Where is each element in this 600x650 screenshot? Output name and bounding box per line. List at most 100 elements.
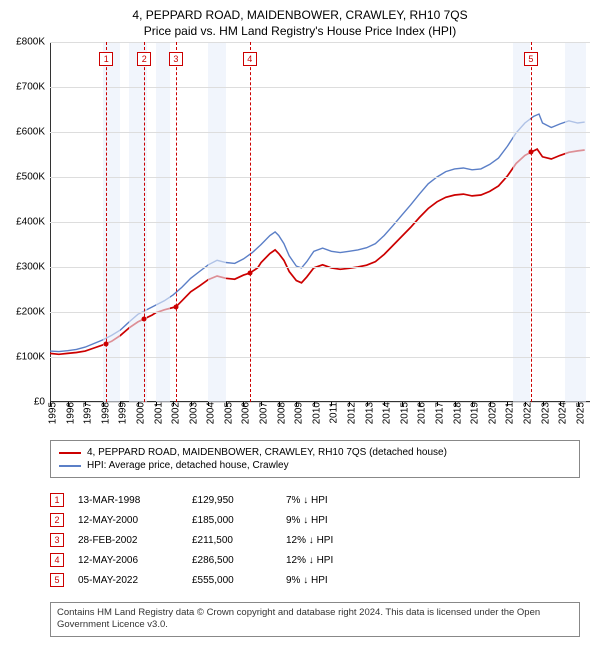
sale-marker-number: 3 (169, 52, 183, 66)
x-axis-label: 2022 (516, 402, 533, 424)
y-axis-label: £200K (16, 307, 50, 318)
y-axis-label: £300K (16, 262, 50, 273)
sale-vs-hpi: 9% ↓ HPI (286, 515, 376, 526)
gridline (50, 87, 590, 88)
legend-swatch-hpi (59, 465, 81, 467)
sale-vs-hpi: 9% ↓ HPI (286, 575, 376, 586)
gridline (50, 177, 590, 178)
x-axis-label: 2024 (552, 402, 569, 424)
chart-legend: 4, PEPPARD ROAD, MAIDENBOWER, CRAWLEY, R… (50, 440, 580, 478)
legend-label-hpi: HPI: Average price, detached house, Craw… (87, 460, 289, 471)
chart-subtitle: Price paid vs. HM Land Registry's House … (10, 24, 590, 38)
gridline (50, 132, 590, 133)
sale-vs-hpi: 7% ↓ HPI (286, 495, 376, 506)
y-axis-label: £100K (16, 352, 50, 363)
sale-date: 12-MAY-2000 (78, 515, 178, 526)
sale-number: 2 (50, 513, 64, 527)
sale-point (104, 341, 109, 346)
x-axis-label: 2007 (253, 402, 270, 424)
x-axis-label: 2009 (288, 402, 305, 424)
sale-marker-line (176, 42, 177, 402)
x-axis-label: 2025 (569, 402, 586, 424)
sale-vs-hpi: 12% ↓ HPI (286, 535, 376, 546)
x-axis-label: 2008 (270, 402, 287, 424)
x-axis-label: 2016 (411, 402, 428, 424)
x-axis-label: 1995 (42, 402, 59, 424)
sale-date: 13-MAR-1998 (78, 495, 178, 506)
gridline (50, 222, 590, 223)
x-axis-label: 2011 (323, 402, 340, 424)
x-axis-label: 1996 (59, 402, 76, 424)
x-axis-label: 2021 (499, 402, 516, 424)
gridline (50, 357, 590, 358)
x-axis-label: 2018 (446, 402, 463, 424)
x-axis-label: 2015 (393, 402, 410, 424)
sale-number: 3 (50, 533, 64, 547)
sale-marker-line (144, 42, 145, 402)
sale-marker-line (531, 42, 532, 402)
sales-table-row: 3 28-FEB-2002 £211,500 12% ↓ HPI (50, 530, 580, 550)
x-axis-label: 2005 (217, 402, 234, 424)
sales-table-row: 1 13-MAR-1998 £129,950 7% ↓ HPI (50, 490, 580, 510)
sale-number: 1 (50, 493, 64, 507)
sales-table-row: 4 12-MAY-2006 £286,500 12% ↓ HPI (50, 550, 580, 570)
sale-date: 28-FEB-2002 (78, 535, 178, 546)
x-axis-label: 1999 (112, 402, 129, 424)
x-axis-label: 2001 (147, 402, 164, 424)
gridline (50, 312, 590, 313)
chart-title: 4, PEPPARD ROAD, MAIDENBOWER, CRAWLEY, R… (10, 8, 590, 22)
sale-vs-hpi: 12% ↓ HPI (286, 555, 376, 566)
sale-marker-number: 5 (524, 52, 538, 66)
x-axis-label: 2010 (305, 402, 322, 424)
x-axis-label: 1997 (77, 402, 94, 424)
legend-swatch-property (59, 452, 81, 454)
x-axis-label: 2013 (358, 402, 375, 424)
sale-date: 05-MAY-2022 (78, 575, 178, 586)
sale-marker-number: 2 (137, 52, 151, 66)
sale-number: 5 (50, 573, 64, 587)
legend-item-property: 4, PEPPARD ROAD, MAIDENBOWER, CRAWLEY, R… (59, 446, 571, 459)
sale-marker-number: 1 (99, 52, 113, 66)
sale-point (247, 271, 252, 276)
legend-label-property: 4, PEPPARD ROAD, MAIDENBOWER, CRAWLEY, R… (87, 447, 447, 458)
footnote: Contains HM Land Registry data © Crown c… (50, 602, 580, 637)
sale-marker-number: 4 (243, 52, 257, 66)
sale-price: £286,500 (192, 555, 272, 566)
x-axis-label: 2002 (165, 402, 182, 424)
y-axis-label: £400K (16, 217, 50, 228)
sale-point (142, 316, 147, 321)
y-axis-label: £700K (16, 82, 50, 93)
sale-date: 12-MAY-2006 (78, 555, 178, 566)
sale-number: 4 (50, 553, 64, 567)
x-axis-label: 1998 (94, 402, 111, 424)
chart-titles: 4, PEPPARD ROAD, MAIDENBOWER, CRAWLEY, R… (0, 0, 600, 42)
sales-table-row: 2 12-MAY-2000 £185,000 9% ↓ HPI (50, 510, 580, 530)
x-axis-label: 2012 (341, 402, 358, 424)
x-axis-label: 2023 (534, 402, 551, 424)
x-axis-label: 2014 (376, 402, 393, 424)
sale-marker-line (106, 42, 107, 402)
y-axis-label: £800K (16, 37, 50, 48)
sale-point (528, 150, 533, 155)
x-axis-label: 2006 (235, 402, 252, 424)
y-axis-label: £500K (16, 172, 50, 183)
x-axis-label: 2003 (182, 402, 199, 424)
x-axis-label: 2004 (200, 402, 217, 424)
sale-price: £129,950 (192, 495, 272, 506)
gridline (50, 42, 590, 43)
y-axis-label: £600K (16, 127, 50, 138)
x-axis-label: 2020 (481, 402, 498, 424)
x-axis-label: 2000 (129, 402, 146, 424)
legend-item-hpi: HPI: Average price, detached house, Craw… (59, 459, 571, 472)
gridline (50, 267, 590, 268)
sales-table: 1 13-MAR-1998 £129,950 7% ↓ HPI 2 12-MAY-2000… (50, 490, 580, 590)
sale-marker-line (250, 42, 251, 402)
sale-price: £555,000 (192, 575, 272, 586)
sales-table-row: 5 05-MAY-2022 £555,000 9% ↓ HPI (50, 570, 580, 590)
x-axis-label: 2017 (428, 402, 445, 424)
sale-point (173, 304, 178, 309)
sale-price: £185,000 (192, 515, 272, 526)
sale-price: £211,500 (192, 535, 272, 546)
price-chart: £0£100K£200K£300K£400K£500K£600K£700K£80… (50, 42, 590, 402)
x-axis-label: 2019 (464, 402, 481, 424)
